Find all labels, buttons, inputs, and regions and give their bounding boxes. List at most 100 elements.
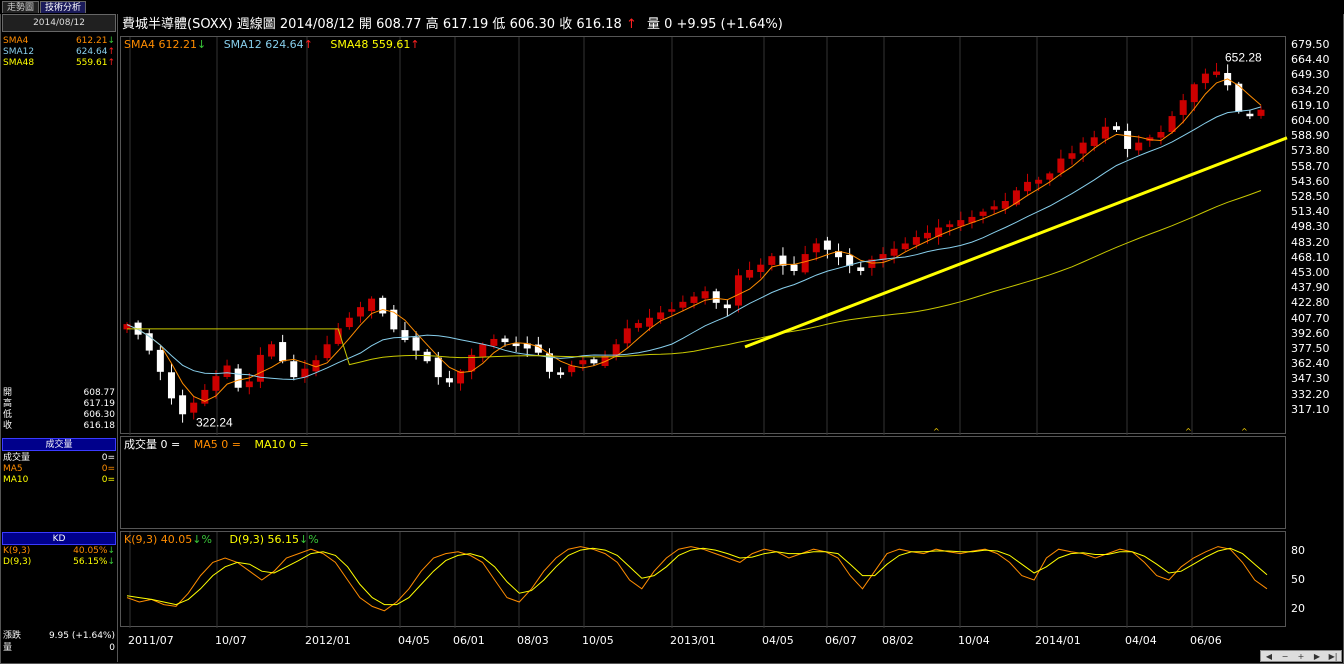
x-tick-label: 08/03 bbox=[517, 634, 549, 647]
zoom-out-icon[interactable]: − bbox=[1281, 652, 1289, 661]
candle-body bbox=[423, 351, 431, 362]
left-volume-row: MA10 0= bbox=[3, 475, 115, 486]
price-y-axis: 679.50 664.40 649.30 634.20 619.10 604.00 588.… bbox=[1288, 36, 1342, 434]
volume-section-header: 成交量 bbox=[2, 438, 116, 451]
price-tick-label: 317.10 bbox=[1291, 402, 1330, 416]
ohlc-value: 616.18 bbox=[83, 421, 116, 431]
price-tick-label: 437.90 bbox=[1291, 281, 1330, 295]
legend-sma12: SMA12 624.64 bbox=[223, 38, 304, 51]
left-kd-row: K(9,3) 40.05%↓ bbox=[3, 546, 115, 557]
x-tick-label: 04/04 bbox=[1125, 634, 1157, 647]
candle-body bbox=[846, 254, 854, 266]
scroll-end-icon[interactable]: ▶| bbox=[1328, 652, 1338, 661]
candle-body bbox=[1068, 153, 1076, 159]
candle-body bbox=[445, 378, 453, 383]
left-sma-value: 612.21↓ bbox=[76, 36, 115, 47]
left-sma-number: 624.64 bbox=[75, 47, 108, 57]
candle-body bbox=[690, 296, 698, 303]
candle-body bbox=[1101, 126, 1109, 139]
price-tick-label: 619.10 bbox=[1291, 98, 1330, 112]
candle-body bbox=[634, 323, 642, 328]
candle-body bbox=[1235, 83, 1243, 112]
price-tick-label: 347.30 bbox=[1291, 372, 1330, 386]
x-tick-label: 06/01 bbox=[453, 634, 485, 647]
candle-body bbox=[479, 344, 487, 357]
price-tick-label: 332.20 bbox=[1291, 387, 1330, 401]
candle-body bbox=[857, 267, 865, 271]
up-arrow-icon: ↑ bbox=[625, 17, 637, 32]
candle-body bbox=[923, 232, 931, 239]
candle-body bbox=[201, 389, 209, 404]
candle-body bbox=[1168, 116, 1176, 132]
candle-body bbox=[245, 381, 253, 388]
left-volume-row: 成交量 0= bbox=[3, 453, 115, 464]
kd-value: 56.15%↓ bbox=[73, 557, 115, 568]
candle-body bbox=[1213, 71, 1221, 75]
candle-body bbox=[368, 298, 376, 312]
event-marker-icon: ^ bbox=[1241, 427, 1248, 436]
price-tick-label: 634.20 bbox=[1291, 83, 1330, 97]
sma12-line bbox=[126, 106, 1262, 381]
chart-title-text: 費城半導體(SOXX) 週線圖 2014/08/12 開 608.77 高 61… bbox=[122, 17, 622, 32]
candle-body bbox=[1035, 179, 1043, 184]
candle-body bbox=[1257, 109, 1265, 116]
price-tick-label: 679.50 bbox=[1291, 38, 1330, 51]
left-sma-label: SMA12 bbox=[3, 47, 35, 57]
scroll-left-icon[interactable]: ◀ bbox=[1265, 652, 1273, 661]
ohlc-label: 開 bbox=[3, 388, 13, 398]
candle-body bbox=[512, 343, 520, 347]
candle-body bbox=[1179, 100, 1187, 115]
zoom-in-icon[interactable]: + bbox=[1297, 652, 1305, 661]
tab-technical-analysis[interactable]: 技術分析 bbox=[40, 1, 87, 13]
left-ohlc-row: 低 606.30 bbox=[3, 410, 115, 421]
high-annotation: 652.28 bbox=[1225, 50, 1262, 64]
candle-body bbox=[268, 344, 276, 357]
candle-body bbox=[779, 255, 787, 266]
kd-label: K(9,3) bbox=[3, 546, 31, 556]
candle-body bbox=[356, 307, 364, 317]
x-tick-label: 10/05 bbox=[582, 634, 614, 647]
volume-chart-pane[interactable] bbox=[120, 436, 1286, 529]
candle-body bbox=[1246, 113, 1254, 117]
price-tick-label: 392.60 bbox=[1291, 326, 1330, 340]
event-marker-icon: ^ bbox=[933, 427, 940, 436]
candle-body bbox=[234, 368, 242, 388]
candle-body bbox=[256, 354, 264, 382]
legend-volume: 成交量 0 = bbox=[124, 438, 181, 451]
left-sma-row: SMA48 559.61↑ bbox=[3, 58, 115, 69]
candle-body bbox=[179, 395, 187, 415]
price-legend: SMA4 612.21↓ SMA12 624.64↑ SMA48 559.61↑ bbox=[124, 38, 420, 51]
candle-body bbox=[412, 337, 420, 351]
change-value: 0 bbox=[109, 643, 115, 653]
price-tick-label: 468.10 bbox=[1291, 250, 1330, 264]
volume-value: 0= bbox=[101, 453, 115, 463]
candle-body bbox=[723, 304, 731, 309]
price-tick-label: 498.30 bbox=[1291, 220, 1330, 234]
left-sma-row: SMA12 624.64↑ bbox=[3, 47, 115, 58]
candle-body bbox=[901, 243, 909, 250]
tab-trend-chart[interactable]: 走勢圖 bbox=[2, 1, 40, 13]
candle-body bbox=[1124, 130, 1132, 149]
candle-body bbox=[679, 301, 687, 308]
price-tick-label: 573.80 bbox=[1291, 144, 1330, 158]
kd-legend: K(9,3) 40.05↓% D(9,3) 56.15↓% bbox=[124, 533, 319, 546]
kd-chart-pane[interactable] bbox=[120, 531, 1286, 628]
left-volume-row: MA5 0= bbox=[3, 464, 115, 475]
price-tick-label: 407.70 bbox=[1291, 311, 1330, 325]
legend-k: K(9,3) 40.05 bbox=[124, 533, 193, 546]
horizontal-scrollbar[interactable]: ◀ − + ▶ ▶| bbox=[1260, 650, 1342, 662]
candle-body bbox=[946, 224, 954, 228]
kd-number: 40.05% bbox=[73, 546, 108, 556]
price-tick-label: 649.30 bbox=[1291, 68, 1330, 82]
x-tick-label: 08/02 bbox=[882, 634, 914, 647]
scroll-right-icon[interactable]: ▶ bbox=[1313, 652, 1321, 661]
down-arrow-icon: ↓ bbox=[107, 36, 115, 46]
price-tick-label: 362.40 bbox=[1291, 357, 1330, 371]
price-chart-pane[interactable]: 652.28 322.24 ^ ^ ^ bbox=[120, 36, 1288, 436]
candle-body bbox=[212, 376, 220, 391]
kd-tick-label: 50 bbox=[1291, 573, 1305, 586]
x-tick-label: 04/05 bbox=[398, 634, 430, 647]
legend-d: D(9,3) 56.15 bbox=[229, 533, 299, 546]
candle-body bbox=[490, 338, 498, 346]
candle-body bbox=[323, 344, 331, 359]
